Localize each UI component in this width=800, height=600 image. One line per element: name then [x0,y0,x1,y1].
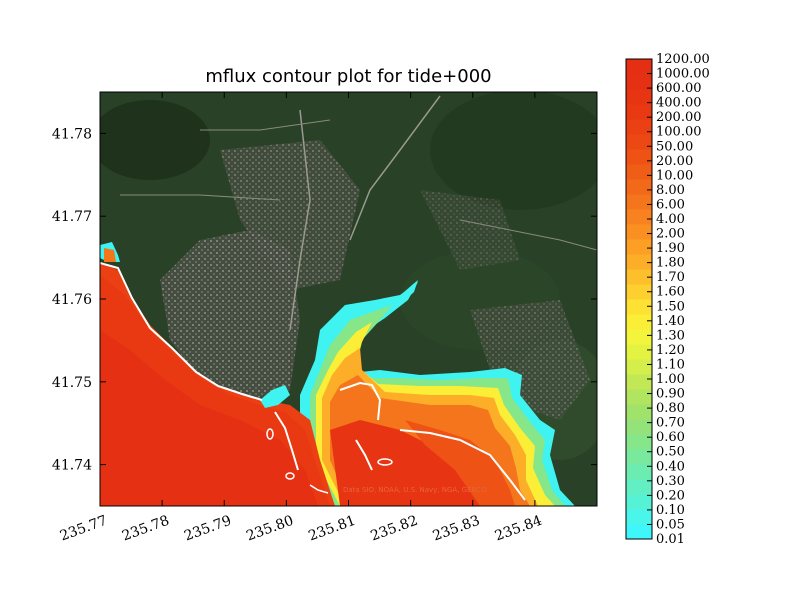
x-tick-label: 235.78 [120,513,172,545]
x-tick-label: 235.83 [431,513,483,545]
colorbar-label: 400.00 [656,96,702,111]
colorbar-label: 0.70 [656,416,685,431]
colorbar-label: 0.10 [656,503,685,518]
x-tick-label: 235.84 [493,513,545,545]
colorbar-segment [626,299,652,315]
colorbar-segment [626,224,652,240]
x-tick-label: 235.80 [244,513,296,545]
colorbar-label: 200.00 [656,110,702,125]
colorbar-segment [626,524,652,540]
colorbar-segment [626,284,652,300]
colorbar-label: 0.60 [656,430,685,445]
colorbar-label: 1.50 [656,299,685,314]
colorbar-segment [626,314,652,330]
colorbar-label: 600.00 [656,81,702,96]
colorbar-label: 20.00 [656,154,693,169]
colorbar-label: 0.30 [656,474,685,489]
colorbar-label: 1.00 [656,372,685,387]
colorbar-segment [626,479,652,495]
colorbar-segment [626,209,652,225]
colorbar-label: 1.80 [656,256,685,271]
colorbar-label: 2.00 [656,227,685,242]
colorbar-segment [626,434,652,450]
x-tick-label: 235.82 [368,513,420,545]
colorbar-frame [625,58,653,540]
colorbar-label: 6.00 [656,197,685,212]
colorbar-segment [626,329,652,345]
colorbar-segment [626,179,652,195]
colorbar: 0.010.050.100.200.300.400.500.600.700.80… [625,52,710,547]
colorbar-label: 8.00 [656,183,685,198]
y-tick-label: 41.74 [52,458,92,474]
flux-contours: Data SIO, NOAA, U.S. Navy, NGA, GEBCO [100,242,575,506]
colorbar-segment [626,464,652,480]
y-axis: 41.74 41.75 41.76 41.77 41.78 [52,126,597,474]
colorbar-label: 1.10 [656,357,685,372]
colorbar-segment [626,104,652,120]
colorbar-segment [626,164,652,180]
colorbar-segment [626,194,652,210]
x-tick-label: 235.79 [182,513,234,545]
colorbar-segment [626,509,652,525]
colorbar-segment [626,269,652,285]
colorbar-label: 10.00 [656,168,693,183]
x-tick-label: 235.81 [306,513,358,545]
colorbar-label: 1000.00 [656,67,710,82]
colorbar-segment [626,74,652,90]
colorbar-segment [626,404,652,420]
colorbar-label: 0.40 [656,459,685,474]
colorbar-label: 50.00 [656,139,693,154]
colorbar-label: 1.60 [656,285,685,300]
colorbar-segment [626,374,652,390]
colorbar-segment [626,494,652,510]
colorbar-segment [626,344,652,360]
colorbar-label: 0.01 [656,532,685,547]
colorbar-label: 0.20 [656,488,685,503]
colorbar-segment [626,359,652,375]
chart-title: mflux contour plot for tide+000 [205,66,492,87]
colorbar-label: 1.20 [656,343,685,358]
x-tick-label: 235.77 [58,513,110,545]
map-attribution: Data SIO, NOAA, U.S. Navy, NGA, GEBCO [343,486,487,494]
colorbar-label: 1.90 [656,241,685,256]
colorbar-label: 1.40 [656,314,685,329]
colorbar-segment [626,59,652,75]
y-tick-label: 41.77 [52,209,92,225]
colorbar-label: 1.30 [656,328,685,343]
y-tick-label: 41.76 [52,292,92,308]
colorbar-label: 0.05 [656,517,685,532]
colorbar-label: 1.70 [656,270,685,285]
y-tick-label: 41.78 [52,126,92,142]
y-tick-label: 41.75 [52,375,92,391]
colorbar-label: 1200.00 [656,52,710,67]
colorbar-segment [626,89,652,105]
colorbar-label: 0.90 [656,387,685,402]
colorbar-label: 4.00 [656,212,685,227]
colorbar-segment [626,134,652,150]
colorbar-segment [626,239,652,255]
colorbar-label: 0.50 [656,445,685,460]
colorbar-label: 100.00 [656,125,702,140]
colorbar-segment [626,149,652,165]
colorbar-segment [626,254,652,270]
colorbar-segment [626,119,652,135]
colorbar-segment [626,419,652,435]
colorbar-segment [626,449,652,465]
colorbar-label: 0.80 [656,401,685,416]
colorbar-segment [626,389,652,405]
